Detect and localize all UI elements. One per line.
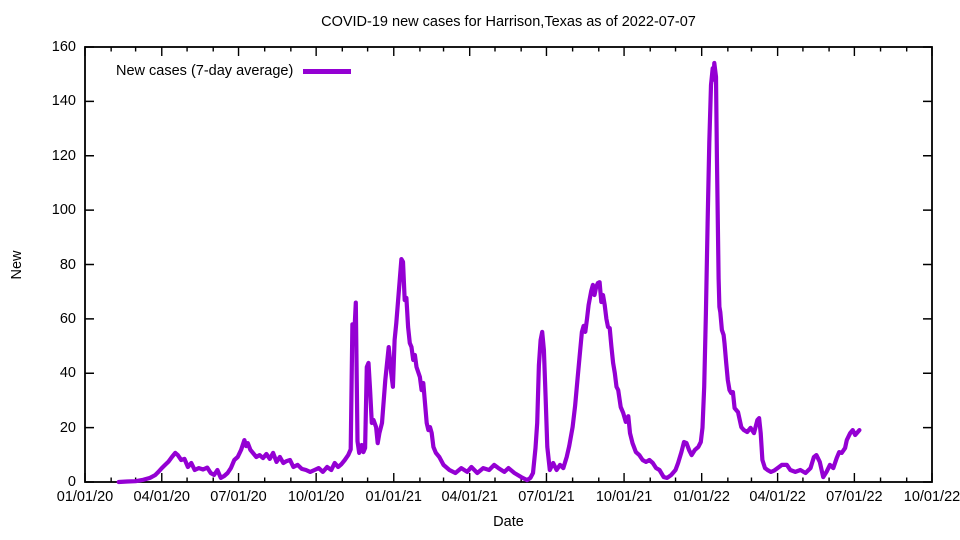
y-tick-label: 40 xyxy=(59,365,76,382)
x-tick-label: 07/01/20 xyxy=(210,489,267,505)
x-tick-label: 07/01/21 xyxy=(518,489,575,505)
x-tick-label: 07/01/22 xyxy=(826,489,883,505)
x-axis-label: Date xyxy=(493,514,524,530)
x-tick-label: 04/01/21 xyxy=(441,489,498,505)
y-tick-label: 60 xyxy=(59,310,76,327)
y-tick-label: 120 xyxy=(51,147,76,164)
x-tick-label: 01/01/20 xyxy=(56,489,114,505)
plot-frame xyxy=(84,46,933,483)
y-tick-label: 20 xyxy=(59,419,76,436)
x-tick-label: 04/01/22 xyxy=(749,489,806,505)
x-tick-label: 04/01/20 xyxy=(133,489,190,505)
x-tick-label: 10/01/20 xyxy=(287,489,345,505)
y-tick-label: 100 xyxy=(51,202,76,219)
axis-ticks xyxy=(84,46,933,483)
chart-title: COVID-19 new cases for Harrison,Texas as… xyxy=(321,14,696,30)
x-tick-label: 10/01/21 xyxy=(595,489,653,505)
x-tick-label: 01/01/22 xyxy=(673,489,730,505)
y-tick-label: 0 xyxy=(67,474,76,490)
y-tick-label: 160 xyxy=(51,39,76,55)
legend-line-sample xyxy=(303,68,352,74)
y-tick-label: 140 xyxy=(51,93,76,110)
y-tick-label: 80 xyxy=(59,256,76,273)
x-tick-label: 01/01/21 xyxy=(365,489,422,505)
x-tick-label: 10/01/22 xyxy=(903,489,960,505)
legend: New cases (7-day average) xyxy=(116,62,352,80)
series-line-new-cases xyxy=(116,60,862,485)
legend-label: New cases (7-day average) xyxy=(116,63,294,79)
